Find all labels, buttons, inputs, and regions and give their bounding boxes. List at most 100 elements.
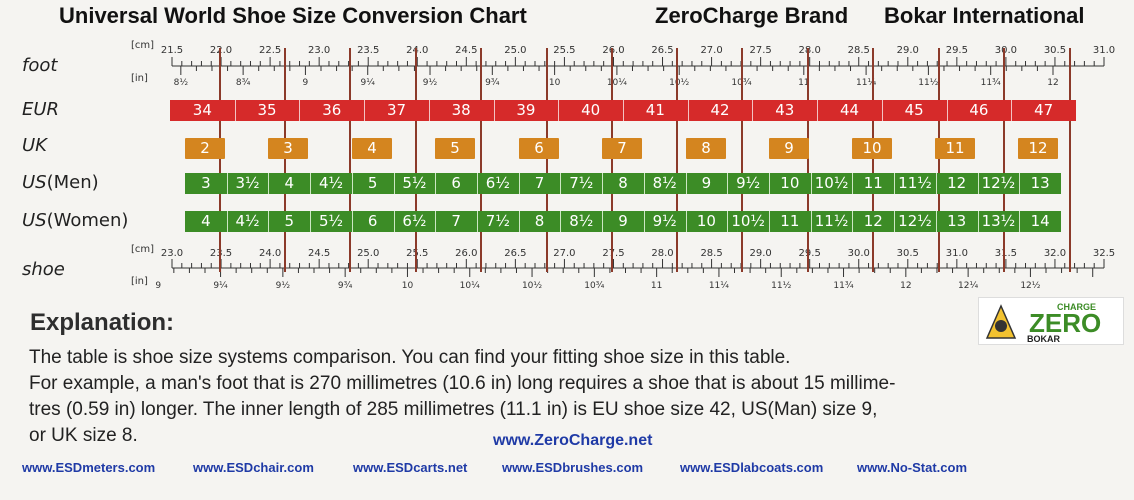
us-women-size-cell: 8½ (560, 211, 604, 232)
foot-in-tick-label: 11½ (918, 78, 938, 88)
us-women-size-cell: 10½ (727, 211, 770, 232)
foot-cm-tick-label: 27.5 (749, 45, 771, 56)
us-men-size-cell: 9½ (727, 173, 770, 194)
uk-size-box: 11 (935, 138, 975, 159)
shoe-in-tick-label: 12¼ (958, 281, 978, 291)
uk-size-box: 4 (352, 138, 392, 159)
logo-zero-text: ZERO (1029, 308, 1101, 338)
foot-cm-tick-label: 28.5 (848, 45, 870, 56)
us-women-size-cell: 10 (686, 211, 729, 232)
brand-name: ZeroCharge Brand (655, 3, 849, 28)
foot-in-unit: [in] (131, 73, 148, 84)
shoe-in-tick-label: 11 (651, 281, 662, 291)
foot-cm-tick-label: 21.5 (161, 45, 183, 56)
company-name: Bokar International (884, 3, 1085, 28)
us-men-size-cell: 9 (686, 173, 729, 194)
footer-link-esdmeters[interactable]: www.ESDmeters.com (22, 460, 156, 475)
eur-size-cell: 37 (364, 100, 430, 121)
us-men-size-cell: 3½ (227, 173, 270, 194)
us-women-size-cell: 8 (519, 211, 562, 232)
shoe-in-tick-label: 10½ (522, 281, 542, 291)
footer-link-esdbrushes[interactable]: www.ESDbrushes.com (502, 460, 644, 475)
uk-label: UK (22, 135, 47, 156)
footer-link-esdcarts[interactable]: www.ESDcarts.net (353, 460, 468, 475)
foot-cm-tick-label: 24.0 (406, 45, 428, 56)
us-men-size-cell: 11½ (894, 173, 937, 194)
explanation-line: For example, a man's foot that is 270 mi… (29, 373, 896, 394)
shoe-cm-tick-label: 23.5 (210, 248, 232, 259)
shoe-cm-tick-label: 29.5 (799, 248, 821, 259)
foot-cm-tick-label: 22.0 (210, 45, 232, 56)
zerocharge-link[interactable]: www.ZeroCharge.net (493, 432, 653, 449)
foot-in-tick-label: 12 (1047, 78, 1058, 88)
shoe-cm-tick-label: 23.0 (161, 248, 183, 259)
footer-link-esdlabcoats[interactable]: www.ESDlabcoats.com (680, 460, 824, 475)
eur-size-cell: 35 (235, 100, 301, 121)
logo-graphic: CHARGE ZERO BOKAR (985, 302, 1101, 344)
foot-label: foot (22, 55, 58, 76)
us-women-size-cell: 6 (352, 211, 395, 232)
foot-in-tick-label: 10½ (669, 78, 689, 88)
shoe-cm-tick-label: 25.0 (357, 248, 379, 259)
foot-in-tick-label: 10 (549, 78, 561, 88)
foot-in-tick-label: 9 (303, 78, 309, 88)
us-women-size-cell: 11 (769, 211, 812, 232)
logo-charge-text: CHARGE (1057, 302, 1096, 312)
us-men-size-cell: 8 (602, 173, 645, 194)
foot-cm-tick-label: 22.5 (259, 45, 281, 56)
foot-cm-tick-label: 25.5 (553, 45, 575, 56)
footer-link-esdchair[interactable]: www.ESDchair.com (193, 460, 314, 475)
uk-size-box: 7 (602, 138, 642, 159)
us-men-size-cell: 12½ (978, 173, 1021, 194)
us-men-size-cell: 10½ (811, 173, 854, 194)
eur-size-cell: 39 (494, 100, 560, 121)
eur-size-cell: 34 (170, 100, 236, 121)
chart-title: Universal World Shoe Size Conversion Cha… (59, 3, 527, 28)
uk-size-box: 6 (519, 138, 559, 159)
eur-size-cell: 47 (1034, 101, 1054, 119)
foot-in-tick-label: 9½ (423, 78, 438, 88)
foot-cm-tick-label: 29.5 (946, 45, 968, 56)
shoe-cm-tick-label: 32.0 (1044, 248, 1066, 259)
shoe-cm-tick-label: 27.0 (553, 248, 575, 259)
explanation-line: The table is shoe size systems compariso… (29, 347, 791, 368)
foot-cm-tick-label: 27.0 (700, 45, 722, 56)
shoe-cm-tick-label: 30.0 (848, 248, 870, 259)
foot-in-tick-label: 8¾ (236, 78, 251, 88)
us-men-size-cell: 7 (519, 173, 562, 194)
shoe-cm-tick-label: 25.5 (406, 248, 428, 259)
foot-in-tick-label: 11¼ (856, 78, 876, 88)
us-men-prefix: US (22, 172, 47, 193)
shoe-in-unit: [in] (131, 276, 148, 287)
us-women-size-cell: 9½ (644, 211, 687, 232)
us-women-size-cell: 9 (602, 211, 645, 232)
foot-cm-tick-label: 23.5 (357, 45, 379, 56)
shoe-in-tick-label: 12 (900, 281, 911, 291)
foot-cm-tick-label: 26.5 (651, 45, 673, 56)
us-women-label: US(Women) (22, 210, 128, 231)
explanation-line: or UK size 8. (29, 425, 138, 446)
foot-cm-tick-label: 30.5 (1044, 45, 1066, 56)
foot-cm-tick-label: 30.0 (995, 45, 1017, 56)
foot-cm-tick-label: 31.0 (1093, 45, 1115, 56)
eur-size-cell: 43 (752, 100, 819, 121)
us-men-size-cell: 10 (769, 173, 812, 194)
eur-size-cell: 38 (429, 100, 495, 121)
us-men-size-cell: 8½ (644, 173, 687, 194)
foot-in-tick-label: 11¾ (981, 78, 1001, 88)
shoe-cm-tick-label: 27.5 (602, 248, 624, 259)
eur-band: 34 35 36 37 38 39 40 41 42 43 44 45 46 47 (170, 100, 1076, 121)
us-women-size-cell: 5 (268, 211, 312, 232)
shoe-cm-tick-label: 30.5 (897, 248, 919, 259)
foot-cm-unit: [cm] (131, 40, 155, 51)
shoe-cm-unit: [cm] (131, 244, 155, 255)
us-men-band: 3 3½ 4 4½ 5 5½ 6 6½ 7 7½ 8 8½ 9 9½ 10 10½ 11 11½ 12 12½ 13 (185, 173, 1061, 194)
uk-size-box: 2 (185, 138, 225, 159)
foot-in-tick-label: 10¼ (607, 78, 627, 88)
shoe-cm-tick-label: 26.0 (455, 248, 477, 259)
shoe-cm-tick-label: 28.0 (651, 248, 673, 259)
foot-cm-tick-label: 29.0 (897, 45, 919, 56)
footer-link-nostat[interactable]: www.No-Stat.com (857, 460, 968, 475)
shoe-in-tick-label: 11¼ (709, 281, 729, 291)
eur-size-cell: 42 (688, 100, 754, 121)
